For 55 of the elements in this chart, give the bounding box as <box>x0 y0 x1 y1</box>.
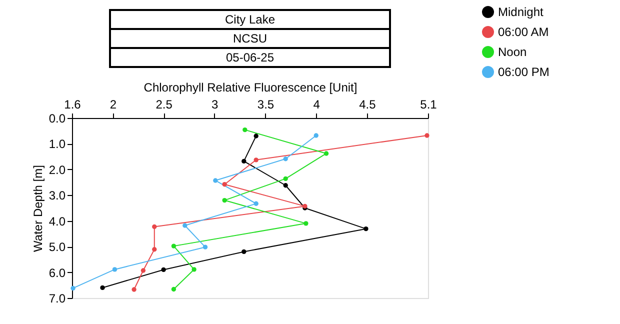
point <box>132 287 136 292</box>
point <box>364 226 368 232</box>
point <box>283 156 288 162</box>
point <box>171 244 176 248</box>
point <box>242 158 246 164</box>
x-tick-label: 5.1 <box>420 98 438 112</box>
point <box>192 267 196 272</box>
x-tick-label: 1.6 <box>64 98 82 112</box>
point <box>182 223 188 228</box>
point <box>242 127 248 132</box>
point <box>202 244 208 250</box>
point <box>242 249 246 254</box>
point <box>70 286 76 291</box>
y-tick-label: 6.0 <box>48 266 66 280</box>
y-tick-label: 4.0 <box>48 214 66 228</box>
y-tick-label: 7.0 <box>48 292 66 306</box>
point <box>161 267 166 272</box>
point <box>140 268 146 273</box>
legend-label: 06:00 AM <box>498 25 549 39</box>
text: 05-06-25 <box>226 50 274 64</box>
chart-title: City Lake <box>224 12 276 26</box>
x-tick-label: 3 <box>212 98 219 112</box>
y-tick-label: 0.0 <box>48 112 66 126</box>
x-tick-label: 4.5 <box>359 98 376 112</box>
point <box>304 221 308 226</box>
point <box>171 286 176 292</box>
point <box>222 182 227 187</box>
x-tick-label: 2.5 <box>156 98 173 112</box>
point <box>254 201 258 206</box>
x-tick-label: 2 <box>110 98 117 112</box>
point <box>152 224 157 230</box>
point <box>283 183 288 188</box>
point <box>222 198 227 203</box>
x-tick-label: 4 <box>313 98 320 112</box>
chart-subtitle: NCSU <box>232 32 268 46</box>
legend-label: Midnight <box>498 5 544 19</box>
legend-label: 06:00 PM <box>498 65 550 79</box>
x-axis-title: Chlorophyll Relative Fluorescence [Unit] <box>144 80 358 94</box>
point <box>254 158 258 162</box>
point <box>254 134 258 138</box>
y-tick-label: 1.0 <box>48 137 66 152</box>
y-axis-title: Water Depth [m] <box>30 165 45 252</box>
point <box>424 133 430 138</box>
x-tick-label: 3.5 <box>257 98 274 112</box>
point <box>213 178 218 183</box>
y-tick-label: 3.0 <box>48 188 66 203</box>
y-tick-label: 2.0 <box>48 162 66 177</box>
point <box>112 267 118 272</box>
y-tick-label: 5.0 <box>48 240 66 254</box>
point <box>324 151 329 156</box>
point <box>314 133 318 138</box>
point <box>152 247 157 252</box>
point <box>283 176 288 182</box>
legend-label: Noon <box>498 45 527 59</box>
point <box>100 285 105 290</box>
